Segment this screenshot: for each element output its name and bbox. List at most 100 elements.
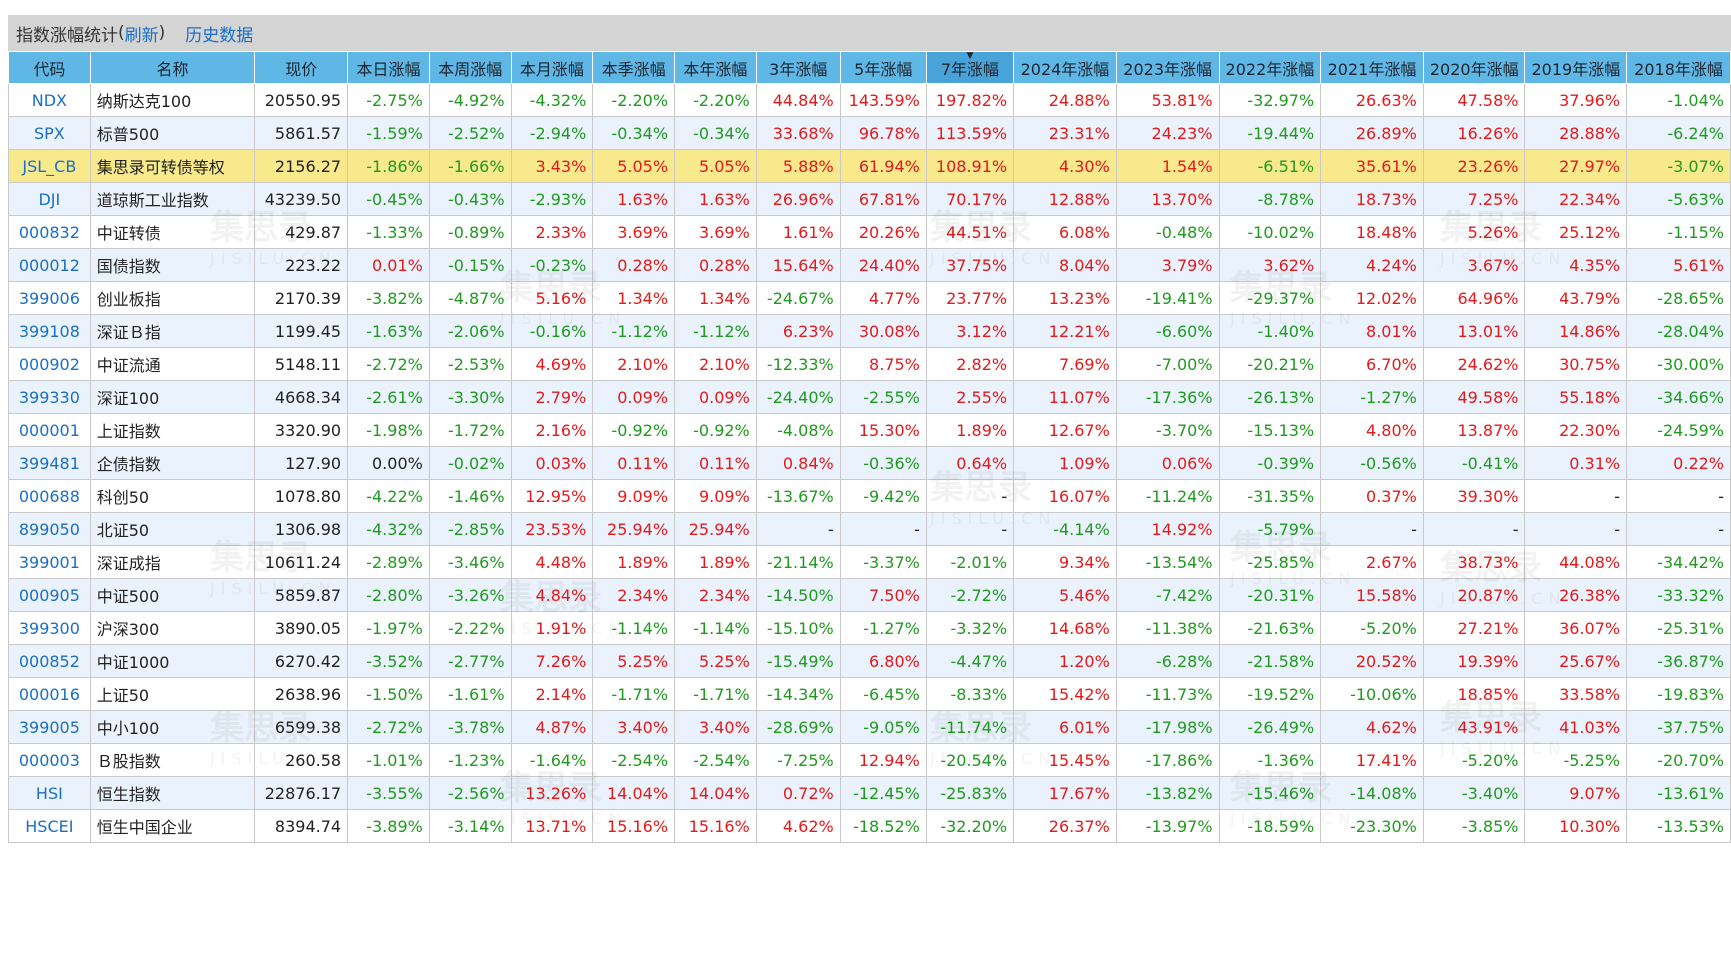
change-5y: -3.37%: [839, 545, 927, 579]
current-price: 127.90: [254, 446, 349, 480]
change-2022: -10.02%: [1218, 215, 1322, 249]
index-code-link[interactable]: 000016: [8, 677, 91, 711]
change-3y: -21.14%: [755, 545, 841, 579]
change-2018: -37.75%: [1626, 710, 1731, 744]
col-header-7y[interactable]: ▼ 7年涨幅: [925, 51, 1015, 84]
col-header-2024[interactable]: 2024年涨幅: [1013, 51, 1117, 84]
current-price: 2156.27: [254, 149, 349, 183]
index-code-link[interactable]: 899050: [8, 512, 91, 546]
col-header-month[interactable]: 本月涨幅: [510, 51, 594, 84]
current-price: 3320.90: [254, 413, 349, 447]
col-header-2020[interactable]: 2020年涨幅: [1422, 51, 1526, 84]
index-code-link[interactable]: 399006: [8, 281, 91, 315]
col-header-quarter[interactable]: 本季涨幅: [592, 51, 676, 84]
col-header-2018[interactable]: 2018年涨幅: [1626, 51, 1731, 84]
current-price: 6270.42: [254, 644, 349, 678]
current-price: 429.87: [254, 215, 349, 249]
index-code-link[interactable]: 399005: [8, 710, 91, 744]
change-quarter: -0.34%: [592, 116, 676, 150]
change-7y: 0.64%: [925, 446, 1015, 480]
index-code-link[interactable]: 399001: [8, 545, 91, 579]
col-header-2019[interactable]: 2019年涨幅: [1524, 51, 1628, 84]
change-quarter: 1.89%: [592, 545, 676, 579]
change-today: -1.98%: [347, 413, 430, 447]
col-header-name[interactable]: 名称: [89, 51, 256, 84]
change-ytd: -2.20%: [674, 83, 757, 117]
change-2021: 0.37%: [1320, 479, 1424, 513]
history-data-link[interactable]: 历史数据: [185, 25, 254, 46]
col-header-price[interactable]: 现价: [254, 51, 349, 84]
current-price: 8394.74: [254, 809, 349, 843]
index-code-link[interactable]: NDX: [8, 83, 91, 117]
refresh-paren-close: ): [158, 23, 166, 43]
col-header-3y[interactable]: 3年涨幅: [755, 51, 841, 84]
table-row: HSI 恒生指数 22876.17 -3.55% -2.56% 13.26% 14.04% 1…: [8, 776, 1731, 810]
change-2019: 55.18%: [1524, 380, 1628, 414]
index-code-link[interactable]: 000905: [8, 578, 91, 612]
change-month: 13.26%: [510, 776, 594, 810]
change-2024: 8.04%: [1013, 248, 1117, 282]
table-row: 399006 创业板指 2170.39 -3.82% -4.87% 5.16% 1.34% 1…: [8, 281, 1731, 315]
col-header-label: 现价: [285, 59, 318, 79]
col-header-today[interactable]: 本日涨幅: [347, 51, 430, 84]
current-price: 6599.38: [254, 710, 349, 744]
refresh-link[interactable]: 刷新: [124, 25, 159, 46]
change-2022: -29.37%: [1218, 281, 1322, 315]
index-code-link[interactable]: 399108: [8, 314, 91, 348]
col-header-code[interactable]: 代码: [8, 51, 91, 84]
change-2021: 26.89%: [1320, 116, 1424, 150]
change-2018: -34.42%: [1626, 545, 1731, 579]
current-price: 223.22: [254, 248, 349, 282]
index-code-link[interactable]: 000003: [8, 743, 91, 777]
change-2022: -26.49%: [1218, 710, 1322, 744]
current-price: 260.58: [254, 743, 349, 777]
change-2021: 20.52%: [1320, 644, 1424, 678]
index-code-link[interactable]: 399481: [8, 446, 91, 480]
change-quarter: 14.04%: [592, 776, 676, 810]
change-5y: -1.27%: [839, 611, 927, 645]
change-month: 12.95%: [510, 479, 594, 513]
change-month: 23.53%: [510, 512, 594, 546]
index-name: 企债指数: [89, 446, 256, 480]
change-2020: 47.58%: [1422, 83, 1526, 117]
change-5y: -6.45%: [839, 677, 927, 711]
col-header-week[interactable]: 本周涨幅: [428, 51, 512, 84]
index-code-link[interactable]: 399330: [8, 380, 91, 414]
change-2021: -: [1320, 512, 1424, 546]
col-header-2022[interactable]: 2022年涨幅: [1218, 51, 1322, 84]
index-code-link[interactable]: 000688: [8, 479, 91, 513]
index-code-link[interactable]: DJI: [8, 182, 91, 216]
col-header-2021[interactable]: 2021年涨幅: [1320, 51, 1424, 84]
index-code-link[interactable]: HSCEI: [8, 809, 91, 843]
change-2020: 7.25%: [1422, 182, 1526, 216]
index-code-link[interactable]: SPX: [8, 116, 91, 150]
index-name: 沪深300: [89, 611, 256, 645]
change-3y: 0.84%: [755, 446, 841, 480]
current-price: 1199.45: [254, 314, 349, 348]
change-2022: -18.59%: [1218, 809, 1322, 843]
change-2020: 18.85%: [1422, 677, 1526, 711]
change-3y: -28.69%: [755, 710, 841, 744]
change-month: 1.91%: [510, 611, 594, 645]
change-2021: 6.70%: [1320, 347, 1424, 381]
index-code-link[interactable]: 000001: [8, 413, 91, 447]
index-code-link[interactable]: 000012: [8, 248, 91, 282]
change-3y: -4.08%: [755, 413, 841, 447]
change-week: -2.56%: [428, 776, 512, 810]
current-price: 22876.17: [254, 776, 349, 810]
change-month: 3.43%: [510, 149, 594, 183]
index-code-link[interactable]: 000832: [8, 215, 91, 249]
index-code-link[interactable]: 000852: [8, 644, 91, 678]
index-code-link[interactable]: 399300: [8, 611, 91, 645]
col-header-ytd[interactable]: 本年涨幅: [674, 51, 757, 84]
index-name: 北证50: [89, 512, 256, 546]
col-header-2023[interactable]: 2023年涨幅: [1115, 51, 1220, 84]
index-code-link[interactable]: JSL_CB: [8, 149, 91, 183]
change-quarter: 0.09%: [592, 380, 676, 414]
change-2018: -19.83%: [1626, 677, 1731, 711]
change-3y: 1.61%: [755, 215, 841, 249]
change-7y: 1.89%: [925, 413, 1015, 447]
col-header-5y[interactable]: 5年涨幅: [839, 51, 927, 84]
index-code-link[interactable]: HSI: [8, 776, 91, 810]
index-code-link[interactable]: 000902: [8, 347, 91, 381]
